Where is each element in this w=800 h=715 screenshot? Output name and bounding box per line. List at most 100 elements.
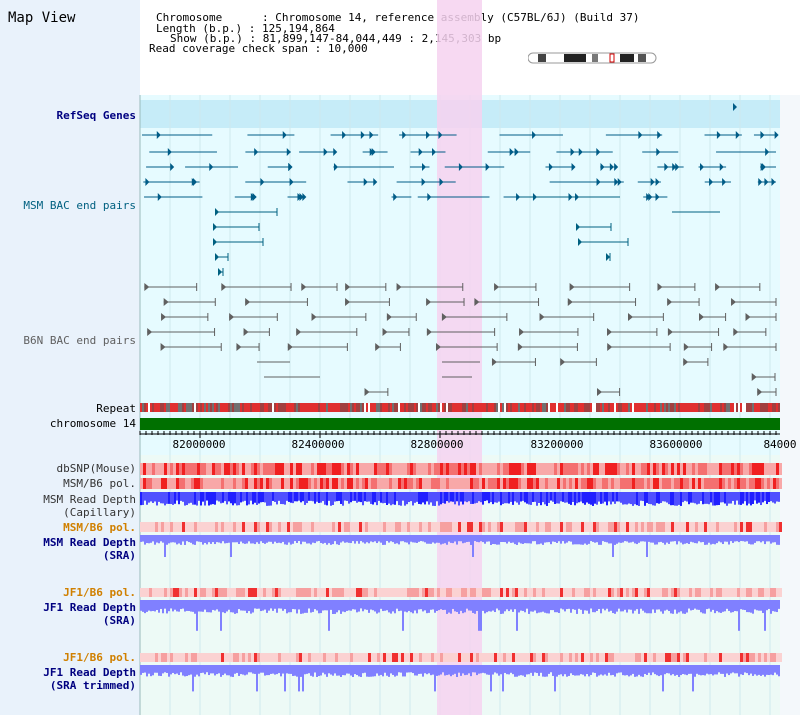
repeat-mark: [380, 403, 382, 412]
heat-cell: [620, 653, 623, 662]
depth-bar: [732, 492, 734, 501]
depth-bar: [698, 535, 700, 542]
depth-bar: [396, 535, 398, 544]
exon: [758, 178, 763, 186]
label-msm-b6-pol[interactable]: MSM/B6 pol.: [63, 477, 136, 490]
heat-cell: [446, 653, 449, 662]
depth-bar: [230, 665, 232, 677]
heat-cell: [713, 463, 716, 475]
depth-bar: [378, 492, 380, 501]
heat-cell: [650, 653, 653, 662]
depth-bar: [412, 492, 414, 506]
depth-bar: [500, 600, 502, 614]
depth-bar: [424, 600, 426, 611]
depth-bar: [244, 492, 246, 501]
depth-bar: [598, 492, 600, 502]
label-msm-b6-pol-2[interactable]: MSM/B6 pol.: [63, 521, 136, 534]
depth-bar: [656, 665, 658, 676]
heat-cell: [506, 522, 509, 532]
depth-bar: [412, 535, 414, 543]
exon: [360, 131, 365, 139]
depth-bar: [340, 535, 342, 543]
depth-bar: [720, 665, 722, 674]
heat-cell: [362, 653, 365, 662]
heat-cell: [236, 653, 239, 662]
heat-cell: [482, 478, 485, 489]
heat-cell: [206, 478, 209, 489]
heat-cell: [719, 463, 722, 475]
label-jf1-b6-pol-2[interactable]: JF1/B6 pol.: [63, 651, 136, 664]
depth-bar: [418, 600, 420, 610]
label-msm-depth-sra-1[interactable]: MSM Read Depth: [43, 536, 136, 549]
depth-bar: [430, 492, 432, 503]
heat-cell: [524, 478, 527, 489]
heat-cell: [560, 653, 563, 662]
heat-cell: [776, 463, 779, 475]
heat-cell: [683, 522, 686, 532]
heat-cell: [248, 478, 251, 489]
depth-bar: [182, 665, 184, 676]
depth-bar: [508, 535, 510, 542]
depth-bar: [428, 492, 430, 505]
depth-bar: [720, 600, 722, 613]
depth-bar: [272, 665, 274, 674]
heat-cell: [608, 478, 611, 489]
depth-bar: [258, 665, 260, 674]
depth-bar: [636, 535, 638, 545]
label-msm-depth-cap-1[interactable]: MSM Read Depth: [43, 493, 136, 506]
heat-cell: [530, 463, 533, 475]
heat-cell: [581, 522, 584, 532]
heat-cell: [257, 478, 260, 489]
depth-bar: [606, 492, 608, 506]
depth-bar: [630, 600, 632, 610]
label-jf1-b6-pol[interactable]: JF1/B6 pol.: [63, 586, 136, 599]
label-dbsnp[interactable]: dbSNP(Mouse): [56, 462, 136, 475]
heat-cell: [422, 588, 425, 597]
heat-cell: [500, 653, 503, 662]
heat-cell: [224, 463, 227, 475]
depth-bar: [676, 492, 678, 506]
depth-bar: [440, 665, 442, 675]
repeat-mark: [554, 403, 556, 412]
depth-bar: [702, 600, 704, 614]
repeat-mark: [418, 403, 420, 412]
depth-bar: [744, 535, 746, 542]
axis-tick-label: 84000: [763, 438, 797, 451]
heat-cell: [431, 463, 434, 475]
heat-cell: [311, 478, 314, 489]
repeat-mark: [576, 403, 578, 412]
repeat-mark: [514, 403, 516, 412]
label-jf1-depth-trim-1[interactable]: JF1 Read Depth: [43, 666, 136, 679]
depth-bar: [434, 665, 436, 692]
depth-bar: [598, 665, 600, 676]
label-jf1-depth-trim-2: (SRA trimmed): [49, 679, 136, 692]
label-refseq-genes[interactable]: RefSeq Genes: [56, 109, 136, 122]
chromosome-ideogram[interactable]: [528, 52, 658, 64]
depth-bar: [462, 665, 464, 674]
exon: [458, 163, 463, 171]
depth-bar: [556, 665, 558, 677]
repeat-mark: [462, 403, 464, 412]
label-b6n-bac[interactable]: B6N BAC end pairs: [23, 334, 136, 347]
repeat-mark: [598, 403, 600, 412]
depth-bar: [478, 492, 480, 502]
label-jf1-depth-sra-1[interactable]: JF1 Read Depth: [43, 601, 136, 614]
depth-bar: [390, 492, 392, 506]
repeat-mark: [242, 403, 244, 412]
heat-cell: [539, 588, 542, 597]
heat-cell: [269, 463, 272, 475]
heat-cell: [551, 463, 554, 475]
depth-bar: [142, 665, 144, 673]
exon: [516, 193, 521, 201]
label-msm-bac[interactable]: MSM BAC end pairs: [23, 199, 136, 212]
depth-bar: [248, 492, 250, 505]
bac-end: [715, 283, 721, 291]
depth-bar: [292, 535, 294, 544]
depth-bar: [590, 535, 592, 542]
heat-cell: [422, 522, 425, 532]
heat-cell: [452, 478, 455, 489]
heat-cell: [677, 588, 680, 597]
heat-cell: [317, 463, 320, 475]
heat-cell: [683, 478, 686, 489]
